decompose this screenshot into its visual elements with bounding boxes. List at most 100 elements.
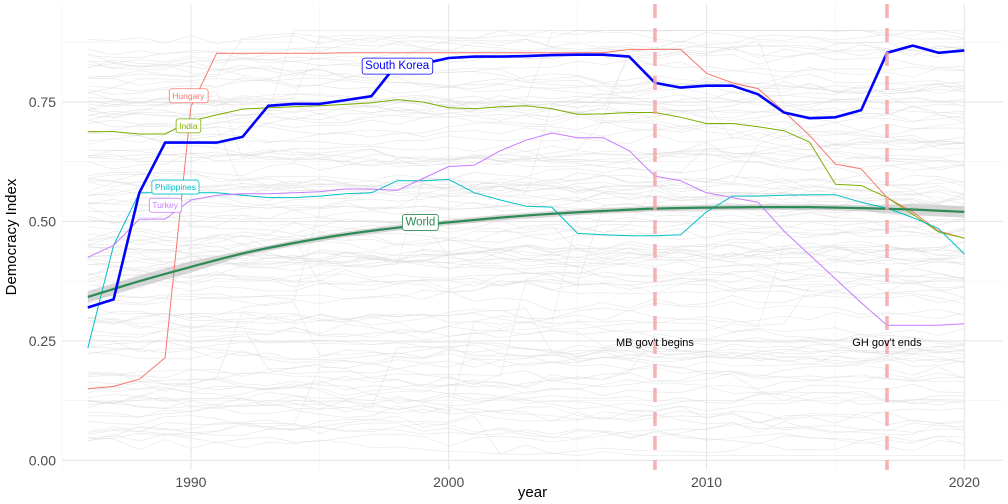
background-country-line [87,218,965,241]
series-line-turkey [87,132,965,326]
background-country-line [87,267,965,287]
background-country-line [87,183,965,196]
y-axis-title: Democracy Index [3,178,20,295]
series-label-text: South Korea [365,60,430,72]
background-country-line [87,221,965,242]
background-country-line [87,220,965,262]
background-country-line [87,421,965,439]
series-lines [87,44,965,390]
background-country-line [87,313,965,336]
background-country-line [87,277,965,299]
series-label-hungary: Hungary [168,88,209,104]
background-country-line [87,243,965,266]
background-country-line [87,42,965,68]
series-labels: South Korea Hungary India Philippines Turkey… [148,57,439,231]
background-country-line [87,178,965,215]
background-country-line [87,160,965,193]
background-country-line [87,290,965,312]
x-tick-label: 2010 [691,474,722,490]
background-country-line [87,323,965,354]
series-label-south-korea: South Korea [361,57,434,75]
background-country-line [87,147,965,179]
reference-line-label: MB gov't begins [616,337,694,349]
background-country-line [87,410,965,437]
background-country-line [87,383,965,404]
background-country-line [87,113,965,131]
background-country-line [87,371,965,396]
background-country-line [87,233,965,304]
background-country-line [87,387,965,405]
background-country-line [87,365,965,387]
series-label-box [151,179,200,195]
background-country-line [87,245,965,279]
background-country-line [87,56,965,74]
series-label-text: Hungary [172,91,205,101]
y-tick-label: 0.00 [29,452,56,468]
series-line-india [87,99,965,239]
background-country-line [87,242,965,275]
background-country-line [87,394,965,411]
series-label-text: India [179,121,198,131]
background-country-line [87,30,965,118]
background-country-line [87,348,965,383]
reference-line-label: GH gov't ends [852,337,922,349]
background-country-line [87,96,965,121]
series-label-turkey: Turkey [148,197,183,213]
y-tick-label: 0.25 [29,333,56,349]
background-country-line [87,95,965,119]
x-tick-label: 2000 [433,474,464,490]
series-label-box [168,88,209,104]
background-country-line [87,145,965,162]
background-country-line [87,61,965,93]
background-country-line [87,60,965,95]
background-country-line [87,437,965,455]
series-label-box [175,118,202,134]
background-country-lines [87,29,965,457]
background-country-line [87,77,965,94]
background-country-line [87,150,965,171]
background-country-line [87,342,965,410]
background-country-line [87,372,965,392]
background-country-line [87,268,965,379]
background-country-line [87,56,965,114]
x-axis-title: year [518,484,547,501]
background-country-line [87,405,965,424]
background-country-line [87,149,965,172]
background-country-line [87,96,965,119]
background-country-line [87,38,965,114]
background-country-line [87,372,965,406]
background-country-line [87,255,965,283]
background-country-line [87,308,965,360]
x-tick-label: 2020 [949,474,980,490]
background-country-line [87,257,965,291]
background-country-line [87,335,965,365]
background-country-line [87,84,965,105]
background-country-line [87,29,965,45]
background-country-line [87,227,965,253]
series-label-box [402,214,439,231]
series-label-box [148,197,183,213]
background-country-line [87,124,965,195]
x-tick-label: 1990 [175,474,206,490]
reference-lines: MB gov't begins GH gov't ends [616,4,922,470]
background-country-line [87,104,965,143]
background-country-line [87,421,965,438]
series-label-philippines: Philippines [151,179,200,195]
series-label-india: India [175,118,202,134]
background-country-line [87,93,965,141]
series-label-text: World [405,216,435,228]
background-country-line [87,403,965,433]
background-country-line [87,125,965,145]
background-country-line [87,120,965,164]
series-label-text: Turkey [152,200,178,210]
background-country-line [87,201,965,228]
series-label-text: Philippines [155,182,196,192]
y-tick-label: 0.50 [29,213,56,229]
background-country-line [87,426,965,442]
background-country-line [87,68,965,95]
series-line-world [87,205,965,299]
background-country-line [87,278,965,326]
background-country-line [87,333,965,389]
background-country-line [87,326,965,344]
